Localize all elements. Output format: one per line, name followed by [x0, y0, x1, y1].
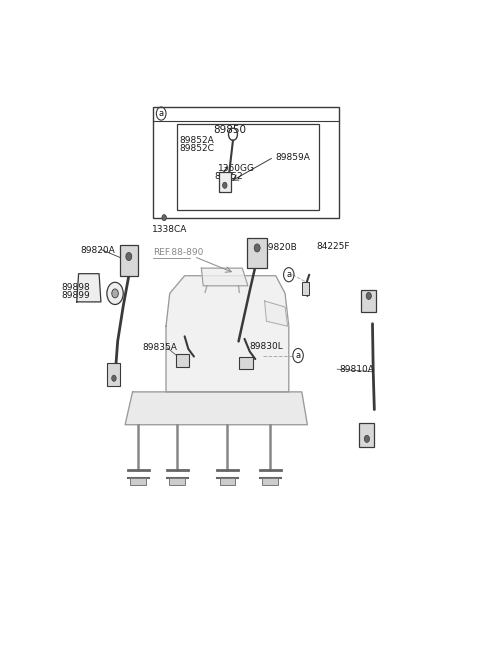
Bar: [247, 238, 267, 268]
Bar: [153, 106, 339, 218]
Text: 1360GG: 1360GG: [218, 164, 255, 173]
Bar: [302, 282, 309, 295]
Bar: [176, 354, 189, 367]
Circle shape: [254, 244, 260, 252]
Bar: [169, 478, 185, 485]
Circle shape: [366, 293, 372, 299]
Bar: [108, 363, 120, 386]
Polygon shape: [202, 268, 248, 286]
Bar: [177, 124, 319, 210]
Circle shape: [364, 436, 370, 442]
Bar: [263, 478, 278, 485]
Bar: [130, 478, 146, 485]
Text: 89899: 89899: [62, 291, 91, 300]
Polygon shape: [166, 276, 289, 392]
Bar: [219, 172, 231, 192]
Text: 89835A: 89835A: [143, 343, 178, 352]
Circle shape: [223, 182, 227, 188]
Polygon shape: [264, 301, 288, 326]
Circle shape: [112, 289, 119, 298]
Text: a: a: [158, 109, 164, 118]
Polygon shape: [125, 392, 307, 424]
Polygon shape: [77, 274, 101, 302]
Circle shape: [107, 282, 123, 304]
Circle shape: [112, 375, 116, 381]
Bar: [219, 478, 235, 485]
Text: 89852C: 89852C: [179, 144, 214, 153]
Text: 89898: 89898: [62, 283, 91, 293]
Text: a: a: [296, 351, 300, 360]
Text: 89820B: 89820B: [262, 243, 297, 253]
Text: 89810A: 89810A: [339, 365, 374, 374]
Text: 89850: 89850: [213, 125, 246, 134]
Circle shape: [126, 253, 132, 260]
Text: 89859A: 89859A: [276, 152, 311, 161]
Text: 84225F: 84225F: [316, 242, 349, 251]
Text: 89852: 89852: [215, 173, 243, 181]
Bar: [360, 422, 374, 447]
Text: 89852A: 89852A: [179, 136, 214, 145]
Bar: [239, 357, 253, 369]
Text: a: a: [286, 270, 291, 279]
Circle shape: [162, 215, 167, 220]
Bar: [120, 245, 138, 276]
Bar: [361, 289, 376, 312]
Text: 1338CA: 1338CA: [152, 225, 188, 234]
Text: 89820A: 89820A: [81, 246, 115, 255]
Text: 89830L: 89830L: [250, 342, 284, 351]
Text: REF.88-890: REF.88-890: [153, 249, 204, 258]
